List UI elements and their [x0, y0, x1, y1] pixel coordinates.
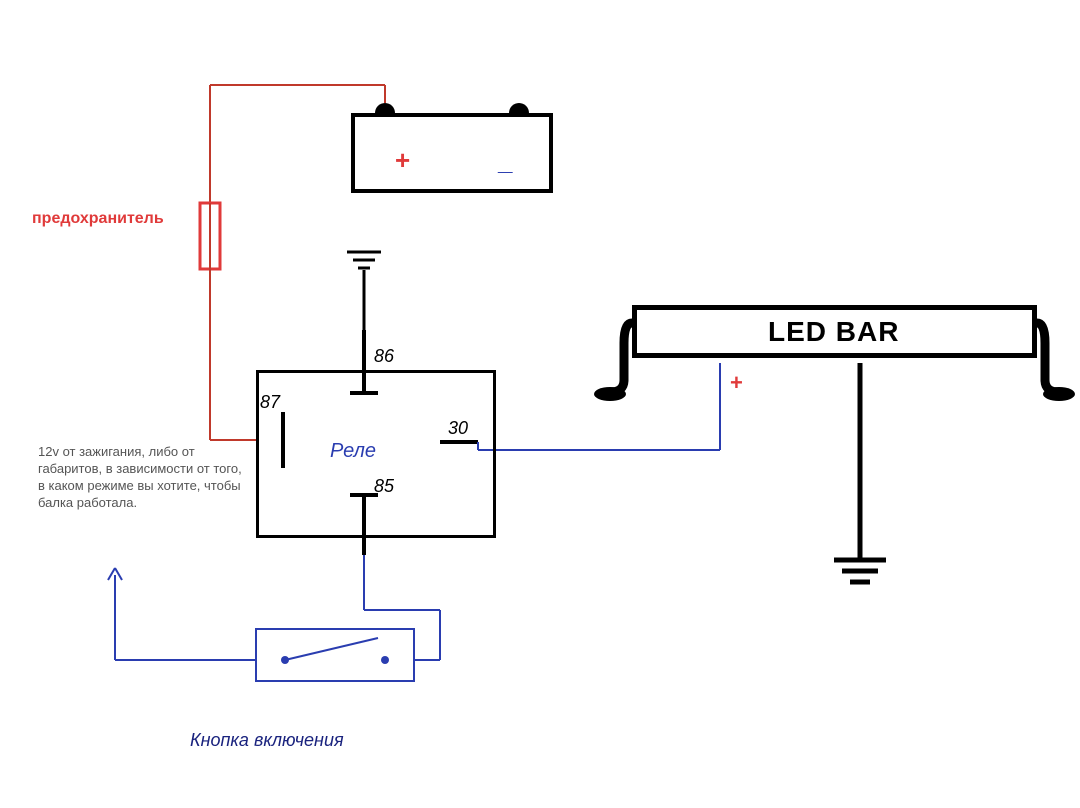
relay-label: Реле [330, 440, 376, 463]
note-line: в каком режиме вы хотите, чтобы [38, 477, 242, 494]
relay [256, 370, 496, 538]
power-switch [255, 628, 415, 682]
battery [351, 113, 553, 193]
fuse-label: предохранитель [32, 210, 164, 228]
relay-pin-30-label: 30 [448, 418, 468, 439]
circuit-diagram: + _ предохранитель Реле 86 87 30 85 LED … [0, 0, 1080, 808]
note-line: 12v от зажигания, либо от [38, 443, 242, 460]
switch-label: Кнопка включения [190, 730, 344, 751]
relay-pin-85-label: 85 [374, 476, 394, 497]
battery-minus-label: _ [498, 146, 512, 177]
note-line: балка работала. [38, 494, 242, 511]
ignition-note: 12v от зажигания, либо отгабаритов, в за… [38, 443, 242, 511]
note-line: габаритов, в зависимости от того, [38, 460, 242, 477]
relay-pin-87-label: 87 [260, 392, 280, 413]
led-bar-label: LED BAR [768, 316, 899, 348]
relay-pin-86-label: 86 [374, 346, 394, 367]
battery-plus-label: + [395, 145, 410, 176]
led-bar-plus-label: + [730, 370, 743, 396]
